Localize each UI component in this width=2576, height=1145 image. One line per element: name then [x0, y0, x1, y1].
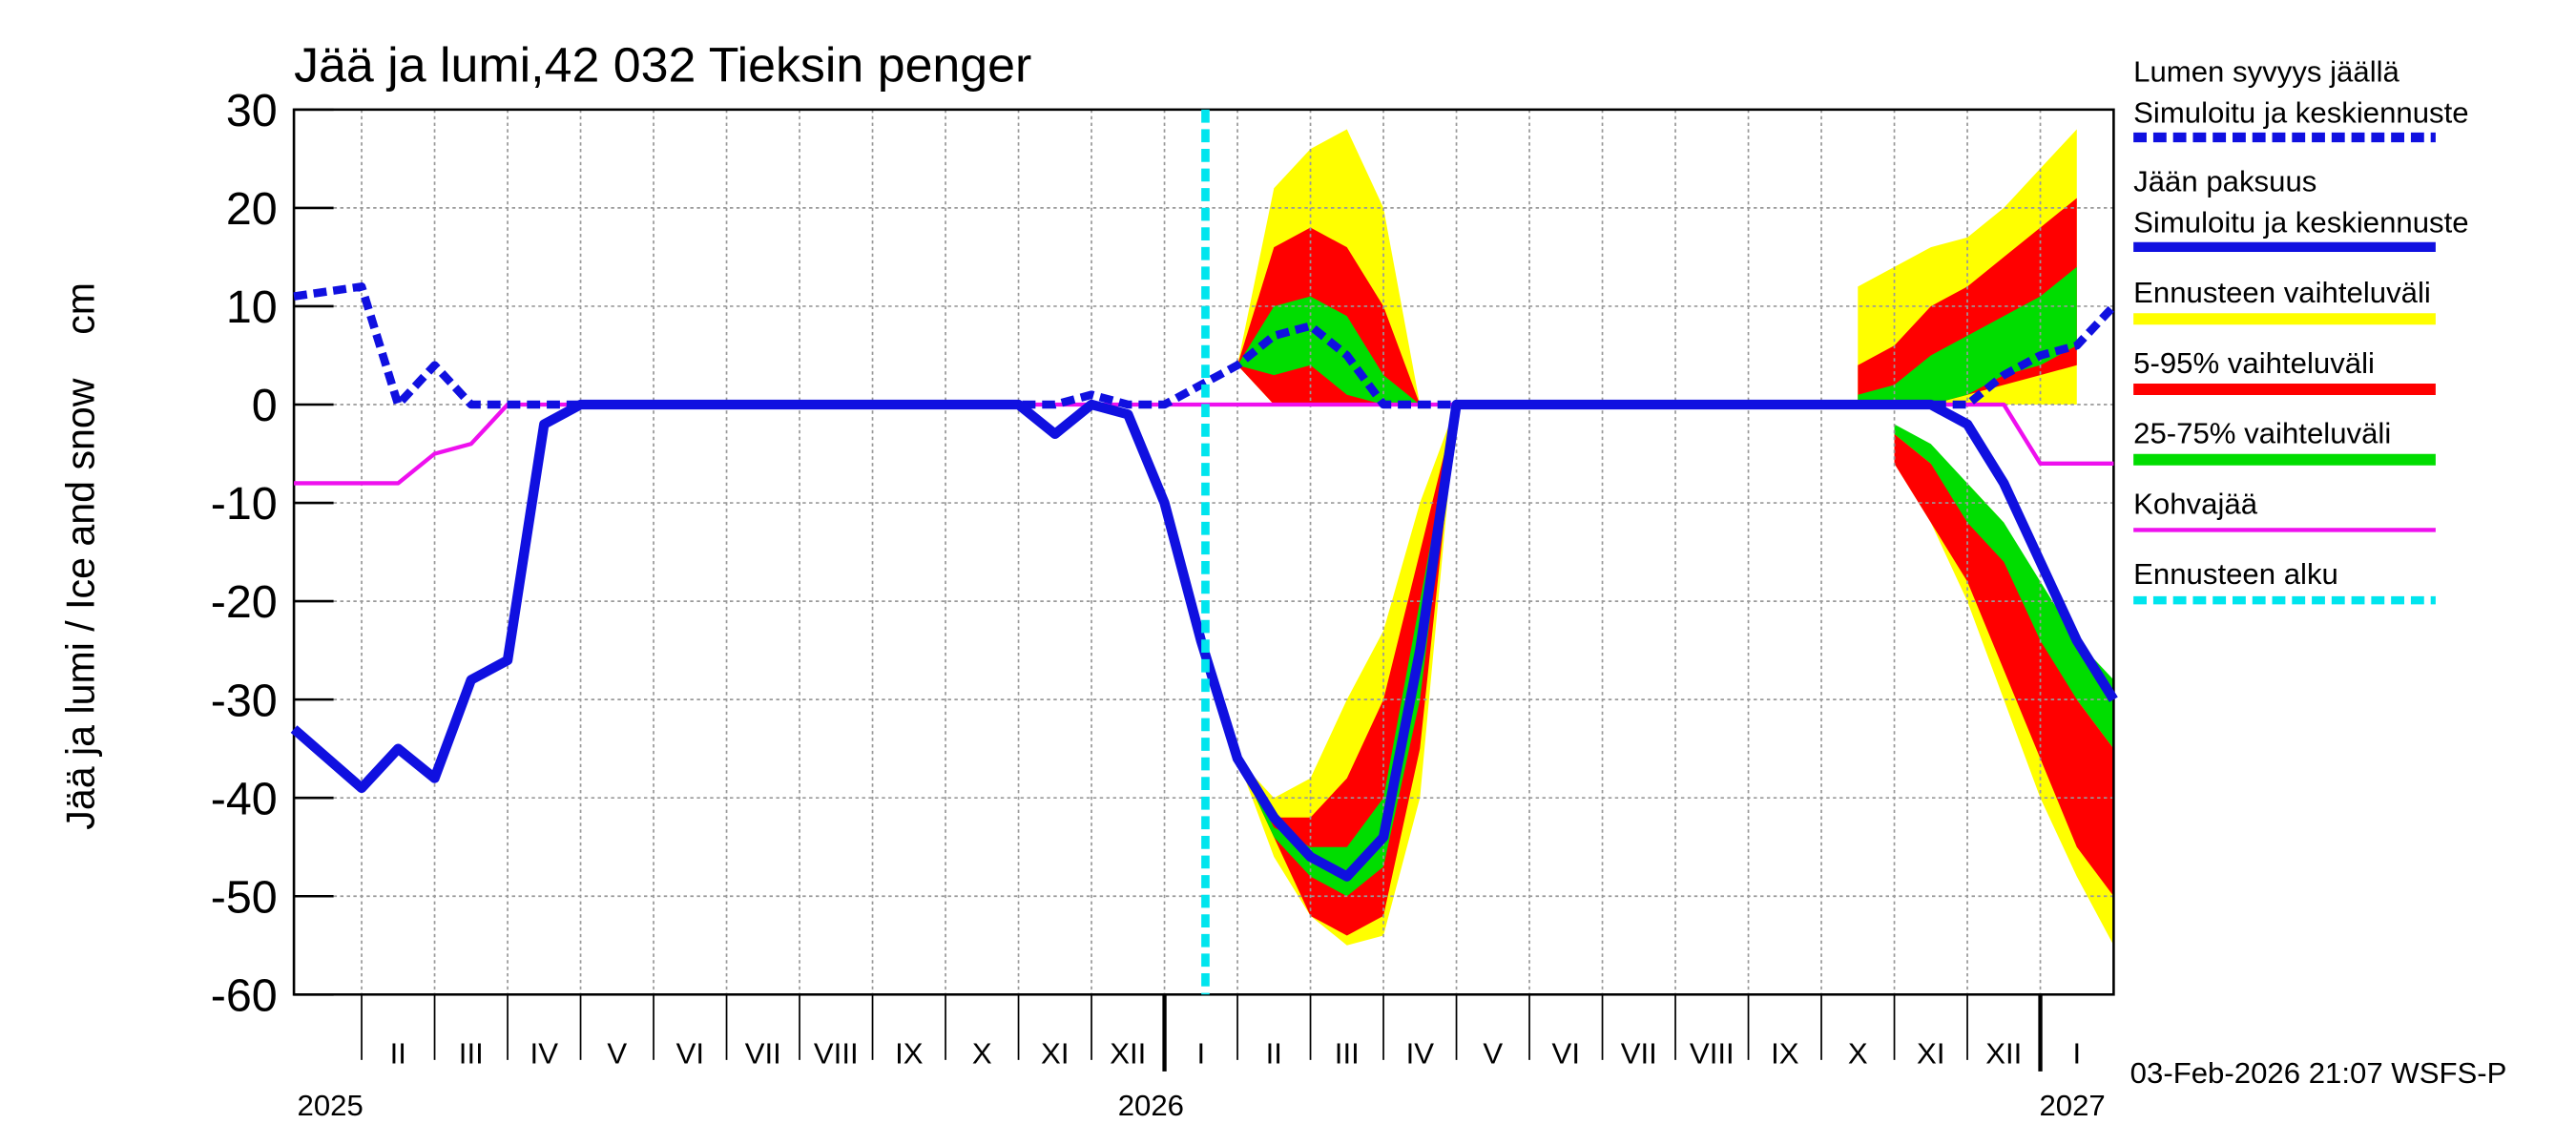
- x-tick-label: X: [972, 1036, 992, 1070]
- year-label: 2027: [2039, 1089, 2105, 1122]
- band: [1894, 424, 2114, 749]
- y-tick-label: 30: [226, 85, 278, 136]
- y-tick-label: -20: [211, 576, 278, 628]
- chart-title: Jää ja lumi,42 032 Tieksin penger: [294, 37, 1031, 93]
- x-tick-label: VIII: [1690, 1036, 1735, 1070]
- band: [1237, 405, 1457, 936]
- y-tick-label: -60: [211, 970, 278, 1022]
- y-tick-label: -10: [211, 478, 278, 530]
- x-tick-label: V: [607, 1036, 627, 1070]
- legend-label: 5-95% vaihteluväli: [2133, 346, 2375, 380]
- x-tick-label: III: [1335, 1036, 1360, 1070]
- y-tick-label: -50: [211, 872, 278, 924]
- x-tick-label: VI: [1552, 1036, 1580, 1070]
- band: [1858, 266, 2077, 405]
- x-tick-label: IX: [1771, 1036, 1799, 1070]
- x-tick-label: VI: [676, 1036, 704, 1070]
- x-tick-label: XII: [1110, 1036, 1146, 1070]
- x-tick-label: I: [1196, 1036, 1205, 1070]
- x-tick-label: VII: [1621, 1036, 1657, 1070]
- x-tick-label: IX: [895, 1036, 924, 1070]
- x-tick-label: X: [1848, 1036, 1868, 1070]
- legend-label: Simuloitu ja keskiennuste: [2133, 206, 2468, 239]
- year-label: 2026: [1118, 1089, 1184, 1122]
- band: [1237, 405, 1457, 897]
- y-axis-label: Jää ja lumi / Ice and snow cm: [58, 282, 102, 830]
- x-tick-label: III: [459, 1036, 484, 1070]
- legend-label: Lumen syvyys jäällä: [2133, 55, 2399, 89]
- x-tick-label: I: [2072, 1036, 2081, 1070]
- x-tick-label: II: [1266, 1036, 1282, 1070]
- footer: 03-Feb-2026 21:07 WSFS-P: [2130, 1056, 2507, 1090]
- x-tick-label: IV: [530, 1036, 559, 1070]
- x-tick-label: XI: [1917, 1036, 1944, 1070]
- y-tick-label: 20: [226, 183, 278, 235]
- y-tick-label: 0: [252, 380, 278, 431]
- legend-label: Jään paksuus: [2133, 165, 2316, 198]
- x-tick-label: XI: [1041, 1036, 1069, 1070]
- y-tick-label: 10: [226, 281, 278, 333]
- y-tick-label: -30: [211, 675, 278, 726]
- band: [1894, 433, 2114, 897]
- x-tick-label: VII: [745, 1036, 781, 1070]
- legend-label: Ennusteen vaihteluväli: [2133, 276, 2431, 309]
- legend-label: Kohvajää: [2133, 487, 2258, 520]
- legend-label: 25-75% vaihteluväli: [2133, 417, 2391, 450]
- x-tick-label: XII: [1985, 1036, 2022, 1070]
- legend-label: Ennusteen alku: [2133, 557, 2338, 591]
- year-label: 2025: [298, 1089, 364, 1122]
- series-line: [293, 282, 2117, 409]
- x-tick-label: V: [1483, 1036, 1503, 1070]
- legend-label: Simuloitu ja keskiennuste: [2133, 96, 2468, 130]
- y-tick-label: -40: [211, 774, 278, 825]
- band: [1894, 433, 2114, 946]
- x-tick-label: IV: [1406, 1036, 1435, 1070]
- x-tick-label: II: [390, 1036, 406, 1070]
- band: [1237, 296, 1421, 405]
- x-tick-label: VIII: [814, 1036, 859, 1070]
